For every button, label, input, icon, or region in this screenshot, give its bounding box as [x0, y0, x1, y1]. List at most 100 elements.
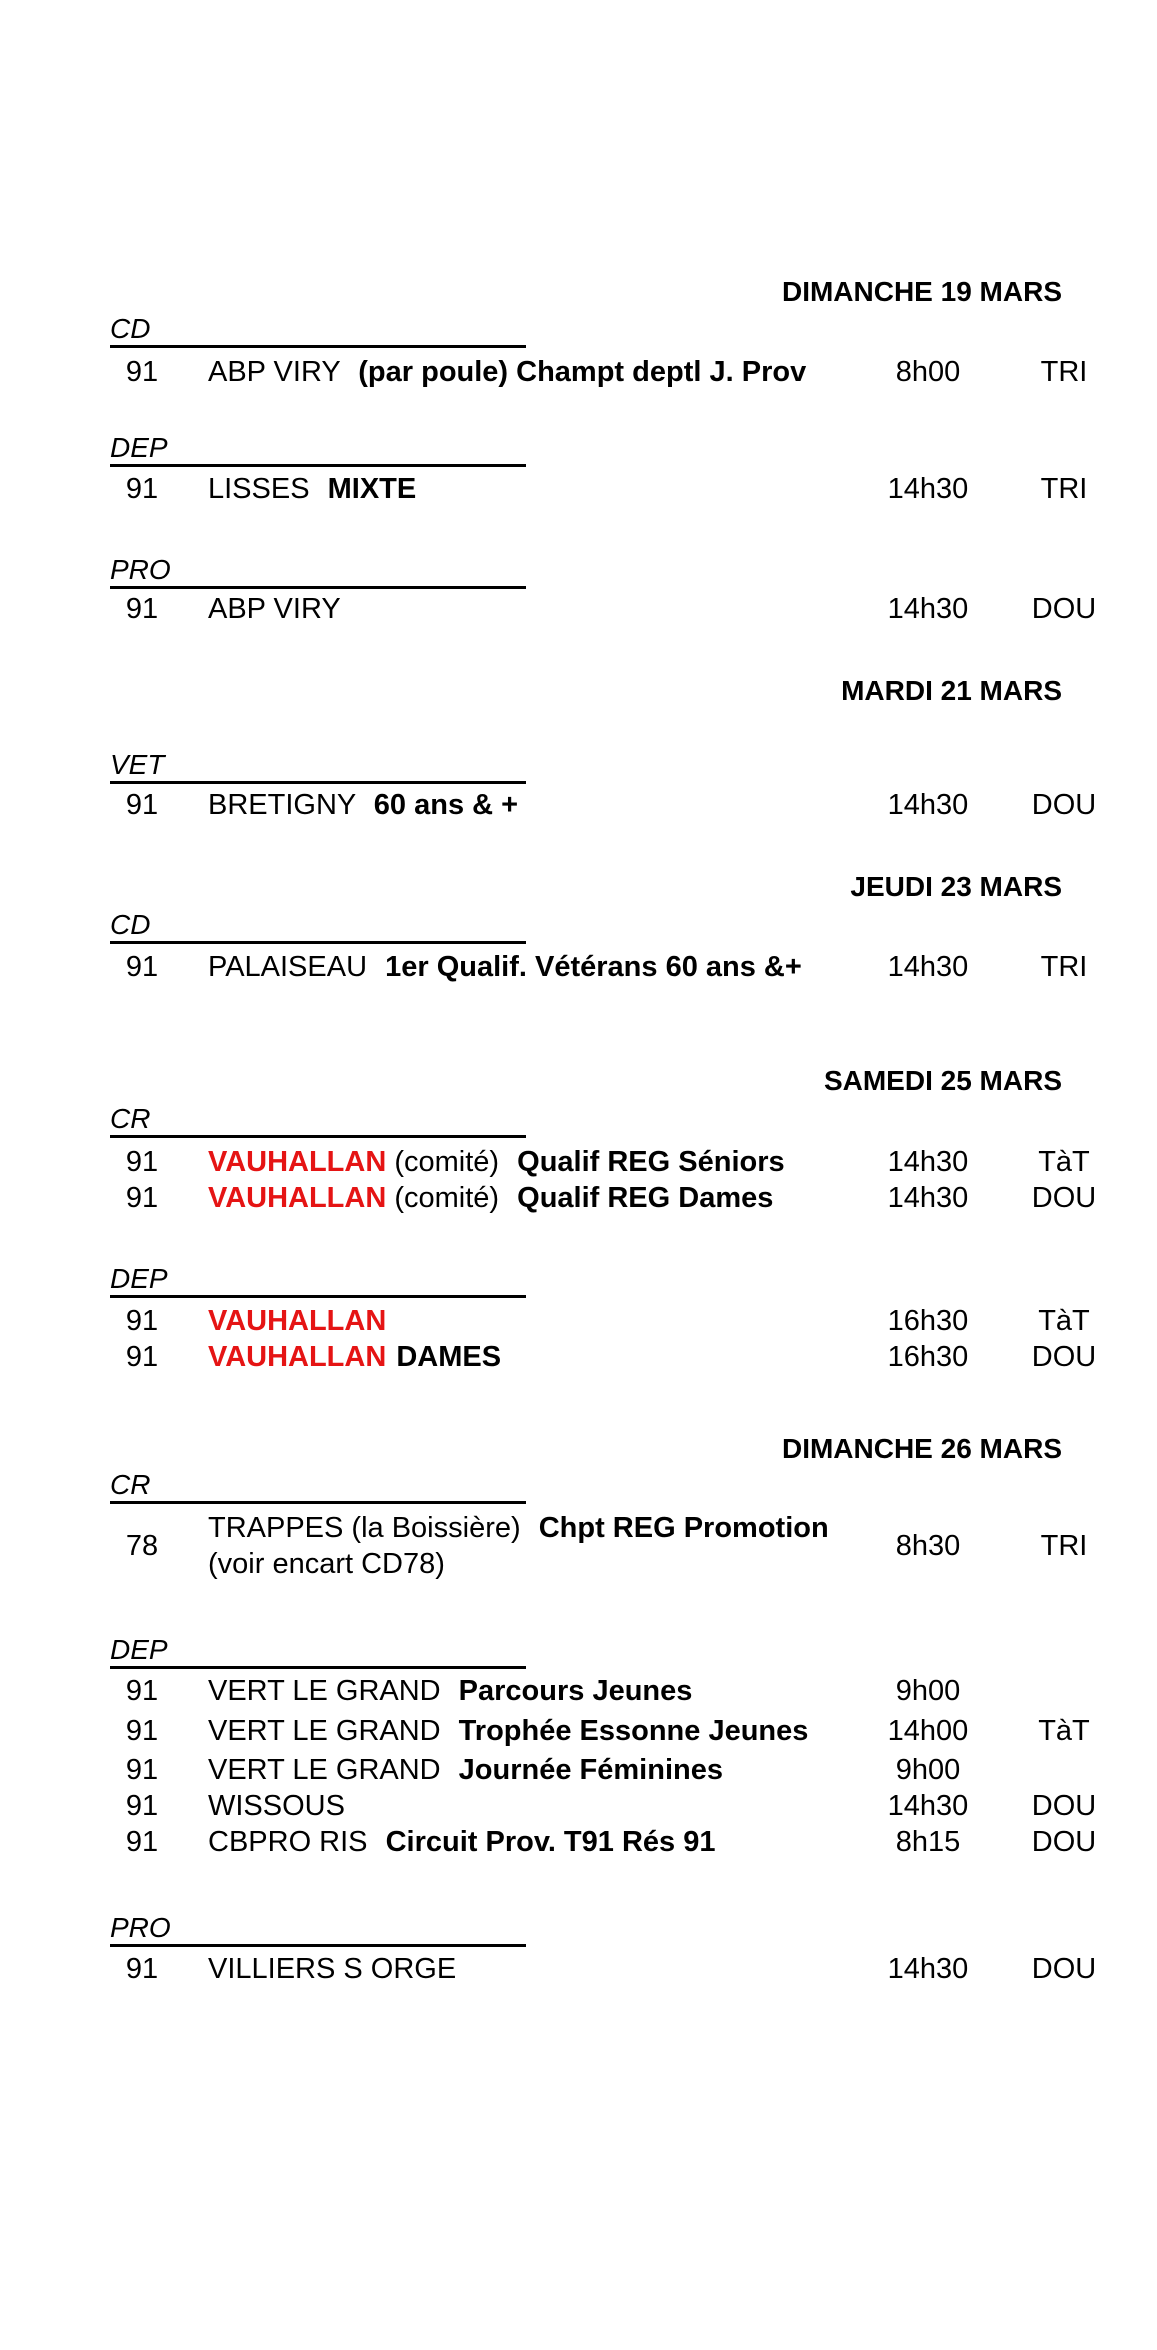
event-row: 91 VAUHALLAN 16h30 TàT [0, 1303, 1157, 1339]
event-row: 91 VERT LE GRAND Journée Féminines 9h00 [0, 1752, 1157, 1788]
start-time: 8h30 [895, 1530, 961, 1562]
format-code: TRI [1040, 1530, 1088, 1562]
start-time: 9h00 [895, 1754, 961, 1786]
club-name: VILLIERS S ORGE [208, 1953, 457, 1985]
category-header: PRO [110, 1913, 526, 1947]
event-row: 91 PALAISEAU 1er Qualif. Vétérans 60 ans… [0, 949, 1157, 985]
category-header: DEP [110, 1264, 526, 1298]
date-header: JEUDI 23 MARS [850, 871, 1062, 902]
format-code: DOU [1031, 593, 1097, 625]
event-row: 91 VERT LE GRAND Parcours Jeunes 9h00 [0, 1673, 1157, 1709]
dept-number: 91 [125, 1826, 159, 1858]
event-note-line2: (voir encart CD78) [208, 1548, 445, 1580]
event-label: 60 ans & + [373, 789, 519, 821]
start-time: 14h30 [887, 473, 969, 505]
start-time: 14h30 [887, 789, 969, 821]
club-name: CBPRO RIS [208, 1826, 368, 1858]
category-header: DEP [110, 433, 526, 467]
event-label: 1er Qualif. Vétérans 60 ans &+ [385, 951, 802, 983]
event-row: 91 ABP VIRY 14h30 DOU [0, 591, 1157, 627]
start-time: 8h00 [895, 356, 961, 388]
start-time: 16h30 [887, 1305, 969, 1337]
dept-number: 91 [125, 473, 159, 505]
dept-number: 91 [125, 1790, 159, 1822]
club-name-red: VAUHALLAN [208, 1341, 387, 1373]
format-code: DOU [1031, 1953, 1097, 1985]
event-row: 91 CBPRO RIS Circuit Prov. T91 Rés 91 8h… [0, 1824, 1157, 1860]
event-row: 91 BRETIGNY 60 ans & + 14h30 DOU [0, 787, 1157, 823]
start-time: 16h30 [887, 1341, 969, 1373]
date-header: DIMANCHE 26 MARS [781, 1433, 1062, 1464]
dept-number: 91 [125, 1953, 159, 1985]
club-name: TRAPPES (la Boissière) [208, 1512, 521, 1544]
event-label: Qualif REG Séniors [517, 1146, 785, 1178]
club-name: LISSES [208, 473, 310, 505]
club-name: VERT LE GRAND [208, 1715, 441, 1747]
club-name: ABP VIRY [208, 593, 341, 625]
format-code: TàT [1038, 1715, 1090, 1747]
club-name: ABP VIRY [208, 356, 341, 388]
event-label: Trophée Essonne Jeunes [458, 1715, 809, 1747]
event-label: MIXTE [327, 473, 417, 505]
format-code: TRI [1040, 356, 1088, 388]
category-header: DEP [110, 1635, 526, 1669]
format-code: DOU [1031, 789, 1097, 821]
category-header: CD [110, 314, 526, 348]
club-name: VERT LE GRAND [208, 1675, 441, 1707]
start-time: 14h00 [887, 1715, 969, 1747]
dept-number: 91 [125, 356, 159, 388]
date-header: SAMEDI 25 MARS [823, 1065, 1062, 1096]
event-label: DAMES [396, 1341, 502, 1373]
dept-number: 91 [125, 1146, 159, 1178]
event-row: 91 VAUHALLAN (comité) Qualif REG Dames 1… [0, 1180, 1157, 1216]
club-note: (comité) [394, 1182, 500, 1214]
club-name: PALAISEAU [208, 951, 368, 983]
category-header: CR [110, 1470, 526, 1504]
dept-number: 91 [125, 951, 159, 983]
event-row: 91 VILLIERS S ORGE 14h30 DOU [0, 1951, 1157, 1987]
event-label: Chpt REG Promotion [538, 1512, 829, 1544]
event-row: 78 TRAPPES (la Boissière) Chpt REG Promo… [0, 1510, 1157, 1582]
event-row: 91 ABP VIRY (par poule) Champt deptl J. … [0, 354, 1157, 390]
format-code: TRI [1040, 951, 1088, 983]
event-label: Qualif REG Dames [517, 1182, 774, 1214]
format-code: DOU [1031, 1790, 1097, 1822]
event-label: Circuit Prov. T91 Rés 91 [385, 1826, 716, 1858]
category-header: PRO [110, 555, 526, 589]
event-row: 91 LISSES MIXTE 14h30 TRI [0, 471, 1157, 507]
club-name: BRETIGNY [208, 789, 356, 821]
format-code: TàT [1038, 1146, 1090, 1178]
format-code: DOU [1031, 1826, 1097, 1858]
club-name: WISSOUS [208, 1790, 345, 1822]
dept-number: 91 [125, 593, 159, 625]
event-label: Journée Féminines [458, 1754, 723, 1786]
start-time: 8h15 [895, 1826, 961, 1858]
start-time: 14h30 [887, 593, 969, 625]
club-note: (comité) [394, 1146, 500, 1178]
dept-number: 91 [125, 1675, 159, 1707]
event-row: 91 VAUHALLAN (comité) Qualif REG Séniors… [0, 1144, 1157, 1180]
dept-number: 91 [125, 1305, 159, 1337]
category-header: CR [110, 1104, 526, 1138]
event-label: Parcours Jeunes [458, 1675, 693, 1707]
event-row: 91 VERT LE GRAND Trophée Essonne Jeunes … [0, 1713, 1157, 1749]
dept-number: 91 [125, 1341, 159, 1373]
date-header: DIMANCHE 19 MARS [781, 276, 1062, 307]
dept-number: 91 [125, 789, 159, 821]
category-header: VET [110, 750, 526, 784]
format-code: TRI [1040, 473, 1088, 505]
club-name: VERT LE GRAND [208, 1754, 441, 1786]
start-time: 14h30 [887, 1953, 969, 1985]
format-code: DOU [1031, 1341, 1097, 1373]
start-time: 14h30 [887, 1182, 969, 1214]
format-code: DOU [1031, 1182, 1097, 1214]
start-time: 14h30 [887, 1146, 969, 1178]
start-time: 14h30 [887, 1790, 969, 1822]
event-row: 91 WISSOUS 14h30 DOU [0, 1788, 1157, 1824]
format-code: TàT [1038, 1305, 1090, 1337]
dept-number: 78 [125, 1530, 159, 1562]
start-time: 14h30 [887, 951, 969, 983]
club-name-red: VAUHALLAN [208, 1305, 387, 1337]
event-row: 91 VAUHALLAN DAMES 16h30 DOU [0, 1339, 1157, 1375]
